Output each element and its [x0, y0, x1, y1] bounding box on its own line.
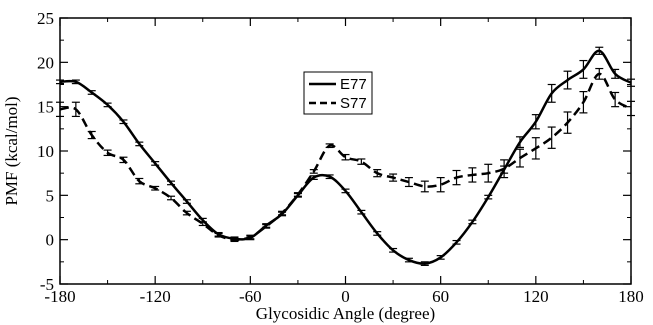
- errorbar-e77: [373, 231, 382, 236]
- errorbar-s77: [167, 195, 176, 201]
- x-tick-label: 180: [618, 287, 644, 306]
- errorbar-e77: [563, 70, 572, 90]
- errorbar-s77: [611, 91, 620, 108]
- y-tick-label: 25: [37, 9, 54, 28]
- errorbar-e77: [182, 199, 191, 204]
- errorbar-s77: [246, 234, 255, 240]
- y-tick-label: 5: [46, 186, 55, 205]
- x-tick-label: -120: [140, 287, 171, 306]
- x-axis-title: Glycosidic Angle (degree): [256, 304, 435, 323]
- y-tick-label: 15: [37, 98, 54, 117]
- errorbar-s77: [595, 67, 604, 80]
- errorbar-e77: [595, 46, 604, 55]
- y-axis-title: PMF (kcal/mol): [2, 96, 21, 205]
- errorbar-e77: [309, 175, 318, 180]
- legend: E77 S77: [303, 71, 373, 115]
- errorbar-s77: [71, 101, 80, 118]
- errorbar-e77: [484, 194, 493, 200]
- legend-box: [303, 71, 373, 115]
- errorbar-s77: [182, 210, 191, 216]
- errorbar-s77: [436, 177, 445, 193]
- errorbar-e77: [71, 79, 80, 85]
- x-tick-label: 0: [341, 287, 350, 306]
- errorbar-s77: [151, 185, 160, 191]
- x-tick-label: 60: [432, 287, 449, 306]
- errorbar-e77: [579, 59, 588, 79]
- errorbar-e77: [341, 188, 350, 194]
- errorbar-s77: [262, 223, 271, 229]
- errorbar-s77: [309, 169, 318, 174]
- errorbar-e77: [468, 219, 477, 225]
- errorbar-s77: [515, 148, 524, 168]
- errorbar-s77: [198, 221, 207, 227]
- errorbar-s77: [389, 173, 398, 182]
- ticks-layer: -180 -120 -60 0 60 120 180 -5 0 5 10 15 20 25: [37, 9, 644, 306]
- errorbar-s77: [484, 163, 493, 183]
- errorbar-s77: [357, 158, 366, 165]
- errorbar-e77: [87, 90, 96, 95]
- errorbar-e77: [325, 174, 334, 180]
- errorbar-s77: [531, 137, 540, 160]
- errorbar-s77: [547, 126, 556, 149]
- errorbar-e77: [420, 261, 429, 266]
- errorbar-s77: [404, 177, 413, 188]
- errorbar-s77: [230, 237, 239, 243]
- errorbar-e77: [547, 83, 556, 103]
- errorbar-s77: [373, 169, 382, 178]
- errorbar-s77: [325, 143, 334, 149]
- errorbar-s77: [579, 90, 588, 114]
- errorbar-s77: [214, 232, 223, 238]
- errorbar-s77: [87, 130, 96, 140]
- y-tick-label: 0: [46, 231, 55, 250]
- errorbar-s77: [293, 192, 302, 197]
- y-tick-label: 10: [37, 142, 54, 161]
- errorbar-s77: [119, 156, 128, 164]
- errorbar-e77: [151, 161, 160, 166]
- errorbar-e77: [436, 255, 445, 260]
- errorbar-e77: [452, 239, 461, 245]
- errorbar-e77: [515, 136, 524, 149]
- errorbar-s77: [278, 210, 287, 216]
- errorbar-s77: [452, 169, 461, 186]
- errorbar-s77: [135, 177, 144, 185]
- errorbar-e77: [103, 102, 112, 108]
- errorbar-e77: [611, 68, 620, 79]
- errorbar-s77: [500, 159, 509, 179]
- errorbar-e77: [135, 141, 144, 147]
- errorbar-e77: [119, 119, 128, 125]
- errorbar-e77: [531, 114, 540, 130]
- legend-label-s77: S77: [340, 95, 367, 112]
- series-layer: [56, 46, 635, 266]
- y-tick-label: -5: [40, 275, 54, 294]
- y-tick-label: 20: [37, 53, 54, 72]
- errorbar-s77: [103, 149, 112, 157]
- errorbar-e77: [389, 247, 398, 253]
- errorbar-s77: [341, 153, 350, 161]
- legend-label-e77: E77: [340, 76, 367, 93]
- errorbar-s77: [468, 167, 477, 183]
- errorbar-e77: [167, 180, 176, 186]
- errorbar-e77: [357, 209, 366, 215]
- x-tick-label: -60: [239, 287, 262, 306]
- errorbar-s77: [420, 180, 429, 193]
- x-tick-label: 120: [523, 287, 549, 306]
- x-tick-label: -180: [44, 287, 75, 306]
- errorbar-s77: [563, 111, 572, 134]
- errorbar-e77: [404, 257, 413, 263]
